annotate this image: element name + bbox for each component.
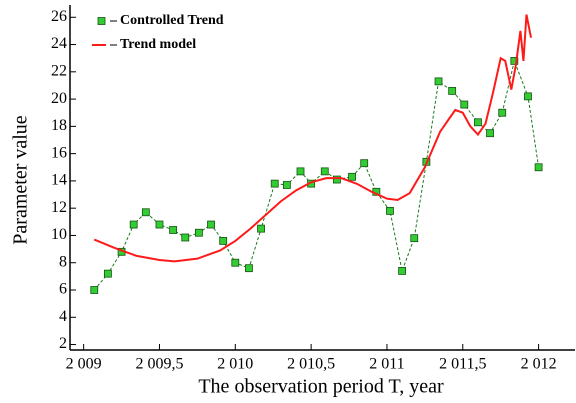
data-point <box>207 220 215 229</box>
data-point <box>141 208 150 217</box>
series-line <box>93 59 540 291</box>
data-point <box>129 220 138 229</box>
y-tick-label: 22 <box>51 62 67 79</box>
legend-marker <box>97 17 106 25</box>
y-tick-label: 24 <box>51 35 67 52</box>
y-tick-label: 26 <box>51 8 67 25</box>
data-point <box>474 118 482 127</box>
data-point <box>90 286 99 294</box>
y-tick-label: 2 <box>59 335 67 352</box>
y-tick-label: 18 <box>51 117 67 134</box>
data-point <box>398 267 407 275</box>
data-point <box>534 163 543 172</box>
data-point <box>386 207 394 215</box>
legend-label: Trend model <box>120 37 196 52</box>
data-point <box>360 159 369 168</box>
y-tick-label: 20 <box>51 90 67 107</box>
x-tick-label: 2 010,5 <box>287 356 335 373</box>
data-point <box>434 77 443 86</box>
y-tick-label: 12 <box>51 199 67 216</box>
data-point <box>348 172 356 181</box>
x-tick-label: 2 009 <box>66 356 102 373</box>
data-point <box>169 226 178 234</box>
data-point <box>257 224 265 233</box>
x-tick-label: 2 011,5 <box>439 356 486 373</box>
data-point <box>245 264 253 273</box>
data-point <box>448 87 457 95</box>
y-tick-label: 10 <box>51 226 67 243</box>
data-point <box>510 57 519 65</box>
data-point <box>486 129 494 138</box>
data-point <box>155 220 164 229</box>
data-point <box>524 92 532 101</box>
x-tick-label: 2 010 <box>217 356 253 373</box>
data-point <box>195 228 203 237</box>
y-axis-title: Parameter value <box>10 115 32 244</box>
data-point <box>296 167 305 176</box>
x-tick-label: 2 012 <box>521 356 557 373</box>
data-point <box>410 234 419 243</box>
data-point <box>460 100 469 109</box>
x-axis-title: The observation period T, year <box>198 376 444 398</box>
data-point <box>282 181 291 189</box>
y-tick-label: 4 <box>59 308 67 325</box>
data-point <box>498 108 507 117</box>
data-point <box>270 179 279 188</box>
data-point <box>320 167 329 176</box>
data-point <box>104 269 112 278</box>
data-point <box>219 237 228 245</box>
y-tick-label: 16 <box>51 144 67 161</box>
y-tick-label: 14 <box>51 172 67 189</box>
data-point <box>231 258 240 267</box>
data-point <box>181 233 190 242</box>
y-tick-label: 6 <box>59 281 67 298</box>
legend-label: Controlled Trend <box>120 13 224 28</box>
series-line <box>93 14 533 263</box>
y-tick-label: 8 <box>59 253 67 270</box>
data-point <box>333 175 341 184</box>
x-tick-label: 2 011 <box>369 356 404 373</box>
x-tick-label: 2 009,5 <box>135 356 183 373</box>
